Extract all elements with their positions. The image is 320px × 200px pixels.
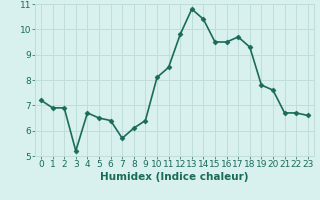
X-axis label: Humidex (Indice chaleur): Humidex (Indice chaleur)	[100, 172, 249, 182]
